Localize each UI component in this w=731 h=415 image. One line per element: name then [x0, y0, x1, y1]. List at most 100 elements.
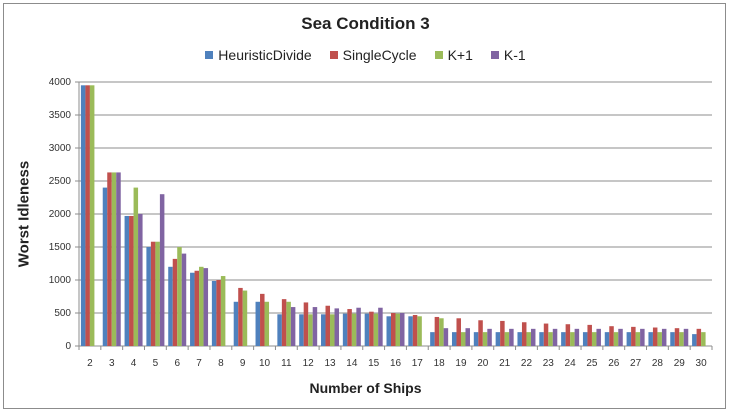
bar [159, 194, 165, 346]
bar [618, 328, 623, 346]
x-tick-label: 17 [412, 358, 424, 369]
bar [321, 314, 326, 346]
bar [124, 215, 130, 346]
bar [679, 332, 684, 346]
bar [116, 172, 121, 346]
bar [281, 299, 287, 346]
bar [517, 332, 522, 346]
x-tick-label: 29 [674, 358, 686, 369]
legend-item-kminus1: K-1 [490, 47, 526, 63]
bar [509, 328, 514, 346]
bar [439, 318, 444, 346]
bar [661, 328, 667, 346]
bar [364, 313, 370, 346]
x-tick-label: 3 [109, 358, 115, 369]
bar [107, 172, 112, 346]
y-tick-label: 0 [65, 341, 71, 352]
bar [400, 313, 405, 346]
bar [548, 332, 553, 346]
x-axis-label: Number of Ships [309, 380, 422, 396]
legend-item-singlecycle: SingleCycle [329, 47, 417, 63]
bar [473, 332, 479, 346]
x-tick-label: 18 [434, 358, 446, 369]
bar [129, 215, 134, 346]
legend-label: K+1 [447, 47, 473, 63]
bar [80, 85, 86, 347]
bar [312, 307, 318, 346]
y-tick-label: 1500 [49, 242, 72, 253]
bar [670, 332, 675, 346]
x-tick-label: 4 [131, 358, 137, 369]
bar [308, 314, 313, 346]
bar [412, 314, 418, 346]
bar [478, 320, 483, 346]
bar [303, 302, 309, 346]
legend-swatch-green [434, 51, 443, 59]
bar [155, 241, 160, 346]
legend-label: K-1 [503, 47, 526, 63]
bar [386, 316, 391, 346]
x-tick-label: 16 [390, 358, 402, 369]
bar [260, 293, 265, 346]
x-tick-label: 20 [477, 358, 489, 369]
bar [652, 327, 658, 346]
bar [242, 290, 248, 346]
bar [347, 309, 352, 346]
bar [356, 307, 361, 346]
bar [378, 307, 383, 346]
bar [570, 332, 575, 346]
bar [456, 318, 461, 346]
bar [635, 332, 641, 346]
x-tick-label: 27 [630, 358, 642, 369]
bar [482, 332, 488, 346]
bar [216, 280, 221, 346]
bar [177, 247, 182, 346]
bar [203, 268, 209, 346]
bar [181, 253, 187, 346]
x-tick-label: 24 [565, 358, 577, 369]
bar [613, 332, 619, 346]
bar [190, 272, 195, 346]
bar [373, 313, 379, 346]
bar [692, 334, 697, 346]
x-tick-label: 28 [652, 358, 664, 369]
bar [286, 301, 291, 346]
bar [434, 316, 440, 346]
bar [238, 287, 243, 346]
bar [587, 324, 592, 346]
bar [194, 270, 200, 346]
bar [648, 332, 653, 346]
legend-swatch-purple [490, 51, 499, 59]
bar [640, 328, 645, 346]
bar [430, 332, 435, 346]
x-tick-label: 7 [196, 358, 202, 369]
bar [674, 328, 680, 346]
bar [460, 332, 466, 346]
bar [111, 172, 117, 346]
bar [500, 320, 505, 346]
bar [657, 332, 662, 346]
x-tick-label: 14 [346, 358, 358, 369]
bar [596, 328, 601, 346]
bar [561, 332, 566, 346]
bar [604, 332, 610, 346]
x-tick-label: 15 [368, 358, 380, 369]
bar [299, 314, 304, 346]
bar [552, 328, 558, 346]
x-tick-label: 30 [696, 358, 708, 369]
bar [495, 332, 501, 346]
y-tick-label: 500 [54, 308, 71, 319]
legend-label: SingleCycle [342, 47, 417, 63]
x-tick-label: 9 [240, 358, 246, 369]
x-tick-label: 26 [608, 358, 620, 369]
bar [330, 314, 335, 346]
bar [631, 326, 636, 346]
x-tick-label: 12 [303, 358, 315, 369]
x-tick-label: 8 [218, 358, 224, 369]
bar [487, 328, 492, 346]
bar [351, 313, 357, 346]
bar [395, 313, 400, 346]
bar [521, 322, 527, 346]
y-tick-label: 2500 [49, 176, 72, 187]
